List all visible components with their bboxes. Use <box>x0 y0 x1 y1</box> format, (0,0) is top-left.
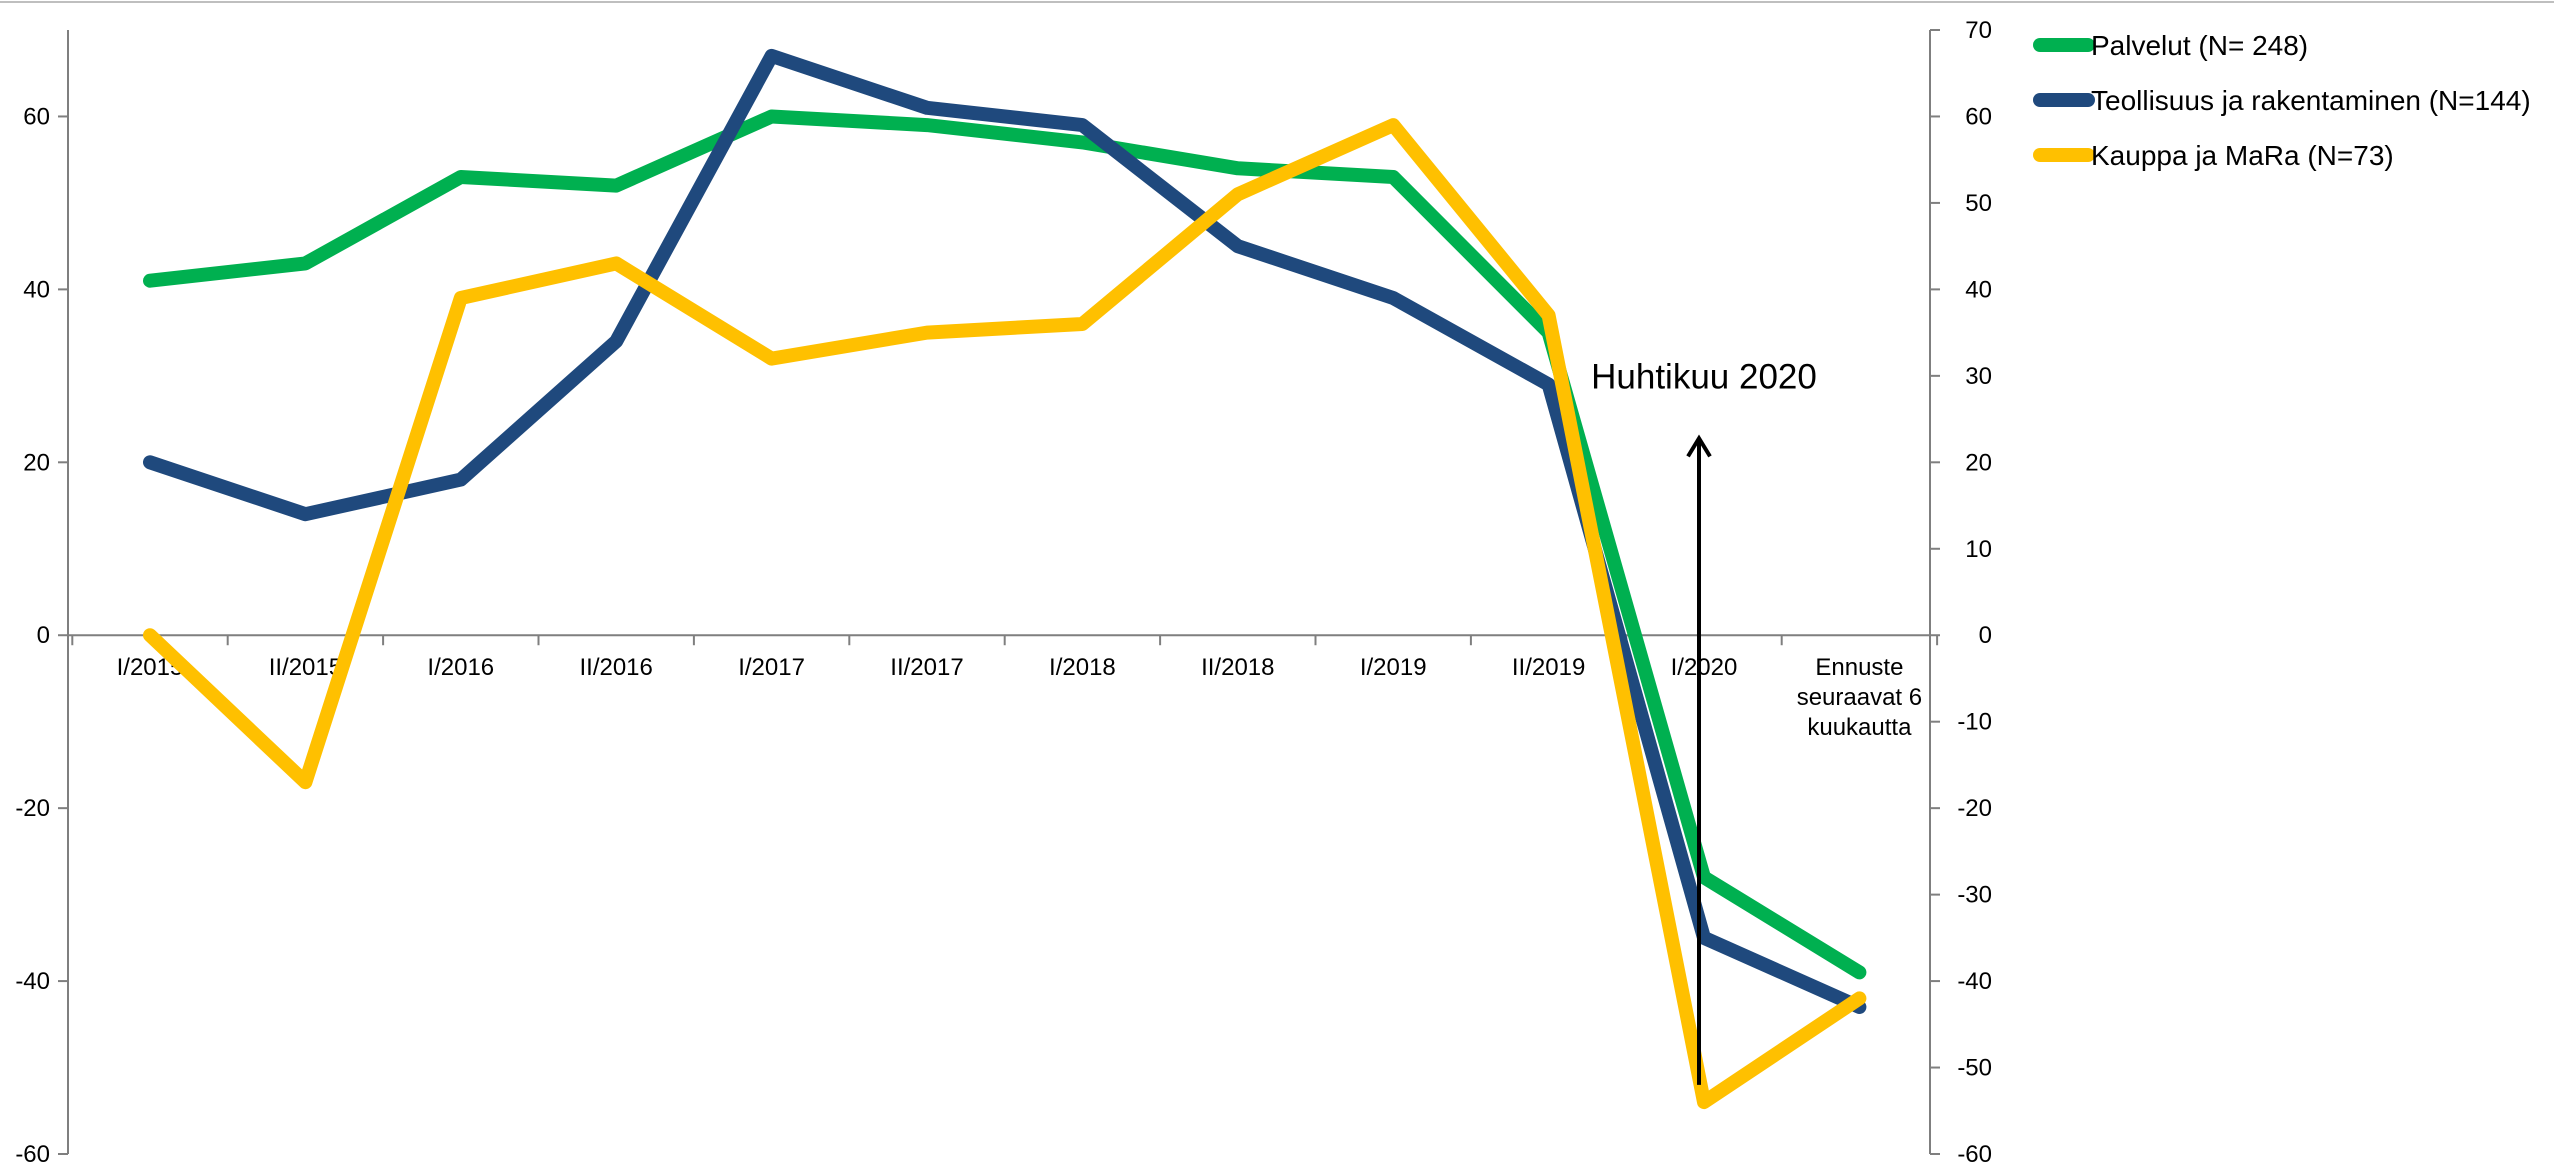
right-y-tick-label: 70 <box>1965 17 1992 44</box>
x-tick-label: II/2019 <box>1512 654 1585 681</box>
left-y-tick-label: 40 <box>23 276 50 303</box>
right-y-tick-label: -10 <box>1957 709 1992 736</box>
x-tick-label-line: Ennuste <box>1815 654 1903 681</box>
x-tick-label-line: seuraavat 6 <box>1797 684 1922 711</box>
axes: 60 40 20 0 -20 -40 -60 70 60 50 40 30 20 10 0 -10 -20 -30… <box>15 17 1992 1167</box>
left-y-tick-label: 60 <box>23 103 50 130</box>
legend: Palvelut (N= 248) Teollisuus ja rakentami… <box>2033 30 2531 171</box>
legend-label-2: Teollisuus ja rakentaminen (N=144) <box>2091 85 2531 116</box>
x-tick-label-line: II/2015 <box>269 654 342 681</box>
annotation: Huhtikuu 2020 <box>1591 357 1817 1085</box>
x-tick-label: I/2019 <box>1360 654 1427 681</box>
right-y-tick-label: 40 <box>1965 276 1992 303</box>
x-tick-label-line: II/2017 <box>890 654 963 681</box>
series-lines <box>143 48 1867 1110</box>
x-tick-label-line: kuukautta <box>1807 714 1912 741</box>
left-y-tick-label: -20 <box>15 795 50 822</box>
x-tick-label: I/2016 <box>427 654 494 681</box>
right-y-tick-label: -40 <box>1957 968 1992 995</box>
x-tick-label: I/2018 <box>1049 654 1116 681</box>
x-tick-label-line: II/2018 <box>1201 654 1274 681</box>
left-y-tick-label: 20 <box>23 449 50 476</box>
right-y-tick-label: 0 <box>1979 622 1992 649</box>
left-y-tick-label: -40 <box>15 968 50 995</box>
right-y-tick-label: 60 <box>1965 103 1992 130</box>
x-tick-label-line: II/2019 <box>1512 654 1585 681</box>
right-y-tick-label: 50 <box>1965 190 1992 217</box>
legend-label-1: Palvelut (N= 248) <box>2091 30 2308 61</box>
x-tick-label-line: I/2017 <box>738 654 805 681</box>
left-y-tick-label: -60 <box>15 1141 50 1167</box>
right-y-tick-label: -30 <box>1957 882 1992 909</box>
series-line-3 <box>143 118 1867 1110</box>
x-tick-label-line: I/2019 <box>1360 654 1427 681</box>
x-tick-label-line: II/2016 <box>579 654 652 681</box>
x-tick-label: II/2016 <box>579 654 652 681</box>
x-tick-label: I/2020 <box>1671 654 1738 681</box>
right-y-tick-label: 20 <box>1965 449 1992 476</box>
annotation-label: Huhtikuu 2020 <box>1591 357 1817 396</box>
x-tick-label: II/2015 <box>269 654 342 681</box>
right-y-tick-label: 30 <box>1965 363 1992 390</box>
right-y-tick-label: -60 <box>1957 1141 1992 1167</box>
x-tick-label-line: I/2018 <box>1049 654 1116 681</box>
right-y-tick-label: -50 <box>1957 1055 1992 1082</box>
annotation-arrowhead <box>1686 434 1712 458</box>
legend-label-3: Kauppa ja MaRa (N=73) <box>2091 140 2394 171</box>
x-tick-label: II/2018 <box>1201 654 1274 681</box>
x-tick-label: Ennuste seuraavat 6 kuukautta <box>1797 654 1922 741</box>
right-y-tick-label: 10 <box>1965 536 1992 563</box>
x-tick-label-line: I/2016 <box>427 654 494 681</box>
left-y-tick-label: 0 <box>37 622 50 649</box>
x-tick-label-line: I/2020 <box>1671 654 1738 681</box>
x-tick-label: I/2017 <box>738 654 805 681</box>
right-y-tick-label: -20 <box>1957 795 1992 822</box>
x-tick-label: II/2017 <box>890 654 963 681</box>
